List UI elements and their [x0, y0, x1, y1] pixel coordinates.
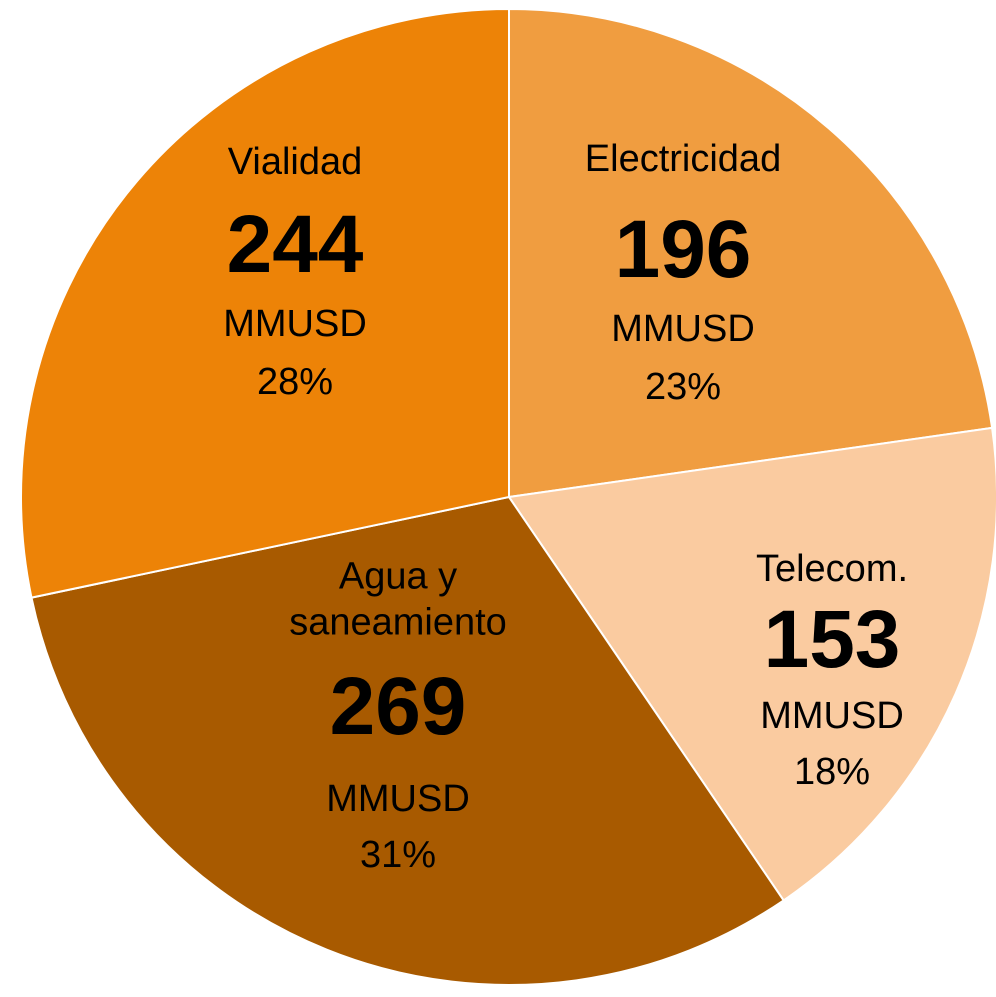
slice-unit: MMUSD — [611, 308, 755, 351]
slice-value: 196 — [614, 203, 752, 295]
slice-unit: MMUSD — [326, 778, 470, 821]
slice-value: 269 — [329, 660, 467, 752]
slice-unit: MMUSD — [223, 303, 367, 346]
slice-value: 244 — [226, 198, 364, 290]
slice-percent: 18% — [793, 751, 871, 794]
slice-percent: 31% — [359, 834, 437, 877]
slice-percent: 28% — [256, 361, 334, 404]
slice-name: Agua y saneamiento — [289, 555, 507, 643]
slice-name: Electricidad — [584, 138, 782, 181]
slice-percent: 23% — [644, 366, 722, 409]
slice-unit: MMUSD — [760, 695, 904, 738]
slice-value: 153 — [763, 593, 901, 685]
slice-name: Vialidad — [227, 141, 363, 184]
pie-slice — [20, 7, 510, 599]
slice-name: Telecom. — [755, 548, 909, 591]
pie-slice — [30, 495, 786, 986]
pie-slice — [507, 426, 996, 902]
pie-slice — [508, 7, 994, 499]
